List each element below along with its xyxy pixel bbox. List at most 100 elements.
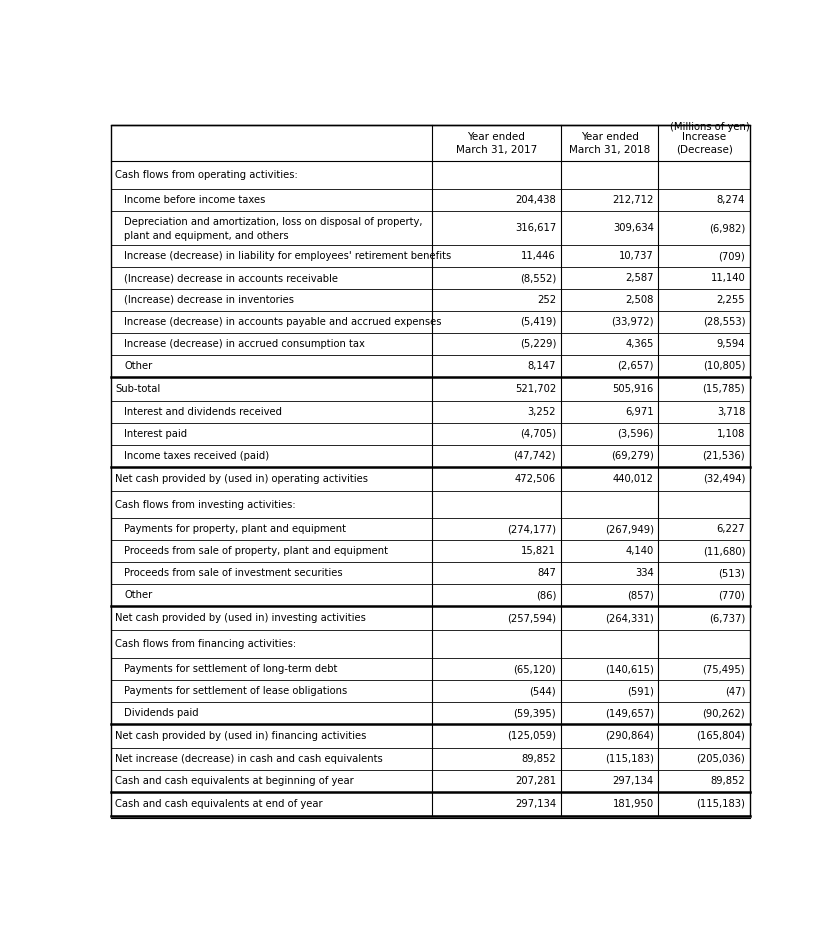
Text: (21,536): (21,536) [702, 451, 745, 461]
Text: (75,495): (75,495) [702, 664, 745, 674]
Text: (3,596): (3,596) [617, 428, 654, 438]
Text: (10,805): (10,805) [703, 361, 745, 371]
Text: 2,508: 2,508 [625, 295, 654, 305]
Text: Net cash provided by (used in) operating activities: Net cash provided by (used in) operating… [115, 474, 368, 484]
Text: Interest and dividends received: Interest and dividends received [124, 407, 282, 417]
Text: Net cash provided by (used in) financing activities: Net cash provided by (used in) financing… [115, 731, 366, 741]
Text: (544): (544) [529, 686, 556, 696]
Text: Cash and cash equivalents at beginning of year: Cash and cash equivalents at beginning o… [115, 776, 354, 786]
Text: Net increase (decrease) in cash and cash equivalents: Net increase (decrease) in cash and cash… [115, 754, 383, 764]
Text: 252: 252 [537, 295, 556, 305]
Text: 204,438: 204,438 [515, 196, 556, 205]
Text: 2,255: 2,255 [717, 295, 745, 305]
Text: Cash flows from financing activities:: Cash flows from financing activities: [115, 640, 297, 649]
Text: 4,140: 4,140 [626, 546, 654, 556]
Text: Increase
(Decrease): Increase (Decrease) [675, 132, 732, 155]
Text: 8,274: 8,274 [717, 196, 745, 205]
Text: (125,059): (125,059) [507, 731, 556, 741]
Text: Income taxes received (paid): Income taxes received (paid) [124, 451, 270, 461]
Text: 207,281: 207,281 [515, 776, 556, 786]
Text: Increase (decrease) in accrued consumption tax: Increase (decrease) in accrued consumpti… [124, 339, 365, 349]
Text: 505,916: 505,916 [612, 384, 654, 394]
Text: 11,140: 11,140 [711, 273, 745, 283]
Text: 89,852: 89,852 [522, 754, 556, 764]
Text: 3,252: 3,252 [528, 407, 556, 417]
Text: (591): (591) [627, 686, 654, 696]
Text: Year ended
March 31, 2018: Year ended March 31, 2018 [569, 132, 650, 155]
Text: (513): (513) [718, 568, 745, 578]
Text: Sub-total: Sub-total [115, 384, 160, 394]
Text: 1,108: 1,108 [717, 428, 745, 438]
Text: Increase (decrease) in liability for employees' retirement benefits: Increase (decrease) in liability for emp… [124, 251, 452, 261]
Text: 9,594: 9,594 [717, 339, 745, 349]
Text: 181,950: 181,950 [612, 799, 654, 809]
Text: (290,864): (290,864) [605, 731, 654, 741]
Text: (15,785): (15,785) [702, 384, 745, 394]
Text: (65,120): (65,120) [513, 664, 556, 674]
Text: (6,982): (6,982) [709, 223, 745, 233]
Text: 316,617: 316,617 [515, 223, 556, 233]
Text: (Increase) decrease in accounts receivable: (Increase) decrease in accounts receivab… [124, 273, 339, 283]
Text: (5,419): (5,419) [520, 317, 556, 327]
Text: 8,147: 8,147 [528, 361, 556, 371]
Text: (140,615): (140,615) [605, 664, 654, 674]
Text: (115,183): (115,183) [696, 799, 745, 809]
Text: (69,279): (69,279) [611, 451, 654, 461]
Text: (4,705): (4,705) [520, 428, 556, 438]
Text: Payments for settlement of lease obligations: Payments for settlement of lease obligat… [124, 686, 348, 696]
Text: Income before income taxes: Income before income taxes [124, 196, 265, 205]
Text: 521,702: 521,702 [515, 384, 556, 394]
Text: Proceeds from sale of investment securities: Proceeds from sale of investment securit… [124, 568, 343, 578]
Text: (257,594): (257,594) [507, 614, 556, 623]
Text: Depreciation and amortization, loss on disposal of property,: Depreciation and amortization, loss on d… [124, 217, 423, 227]
Text: (28,553): (28,553) [702, 317, 745, 327]
Text: (Millions of yen): (Millions of yen) [670, 122, 750, 132]
Text: (2,657): (2,657) [617, 361, 654, 371]
Text: 2,587: 2,587 [625, 273, 654, 283]
Text: (11,680): (11,680) [702, 546, 745, 556]
Text: (33,972): (33,972) [612, 317, 654, 327]
Text: 334: 334 [635, 568, 654, 578]
Text: (6,737): (6,737) [709, 614, 745, 623]
Text: 6,971: 6,971 [625, 407, 654, 417]
Text: (32,494): (32,494) [703, 474, 745, 484]
Text: (5,229): (5,229) [520, 339, 556, 349]
Text: Increase (decrease) in accounts payable and accrued expenses: Increase (decrease) in accounts payable … [124, 317, 442, 327]
Text: (149,657): (149,657) [605, 708, 654, 718]
Text: Proceeds from sale of property, plant and equipment: Proceeds from sale of property, plant an… [124, 546, 388, 556]
Text: (115,183): (115,183) [605, 754, 654, 764]
Text: 6,227: 6,227 [717, 525, 745, 535]
Text: Payments for property, plant and equipment: Payments for property, plant and equipme… [124, 525, 346, 535]
Text: (709): (709) [718, 251, 745, 261]
Text: 297,134: 297,134 [515, 799, 556, 809]
Text: Net cash provided by (used in) investing activities: Net cash provided by (used in) investing… [115, 614, 366, 623]
Text: 440,012: 440,012 [613, 474, 654, 484]
Text: 4,365: 4,365 [625, 339, 654, 349]
Text: (770): (770) [718, 590, 745, 601]
Text: Cash flows from investing activities:: Cash flows from investing activities: [115, 500, 296, 510]
Text: Interest paid: Interest paid [124, 428, 187, 438]
Text: (90,262): (90,262) [702, 708, 745, 718]
Text: (274,177): (274,177) [507, 525, 556, 535]
Text: 212,712: 212,712 [612, 196, 654, 205]
Text: Dividends paid: Dividends paid [124, 708, 199, 718]
Text: 15,821: 15,821 [521, 546, 556, 556]
Text: Cash and cash equivalents at end of year: Cash and cash equivalents at end of year [115, 799, 323, 809]
Text: (264,331): (264,331) [605, 614, 654, 623]
Text: 89,852: 89,852 [711, 776, 745, 786]
Text: Payments for settlement of long-term debt: Payments for settlement of long-term deb… [124, 664, 338, 674]
Text: (165,804): (165,804) [696, 731, 745, 741]
Text: (8,552): (8,552) [520, 273, 556, 283]
Text: 3,718: 3,718 [717, 407, 745, 417]
Text: 472,506: 472,506 [515, 474, 556, 484]
Text: 11,446: 11,446 [522, 251, 556, 261]
Text: (857): (857) [627, 590, 654, 601]
Text: 309,634: 309,634 [613, 223, 654, 233]
Text: (Increase) decrease in inventories: (Increase) decrease in inventories [124, 295, 294, 305]
Text: (86): (86) [536, 590, 556, 601]
Text: plant and equipment, and others: plant and equipment, and others [124, 231, 289, 241]
Text: (47,742): (47,742) [513, 451, 556, 461]
Text: (47): (47) [725, 686, 745, 696]
Text: Other: Other [124, 590, 153, 601]
Text: 847: 847 [537, 568, 556, 578]
